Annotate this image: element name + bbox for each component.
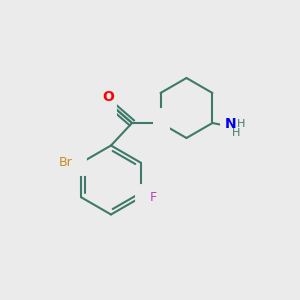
- Text: N: N: [155, 116, 166, 130]
- Text: N: N: [155, 116, 166, 130]
- Text: O: O: [102, 90, 114, 104]
- Text: Br: Br: [59, 156, 73, 169]
- Text: F: F: [150, 191, 157, 204]
- Text: H: H: [232, 128, 241, 138]
- Text: H: H: [237, 118, 246, 129]
- Text: N: N: [225, 117, 236, 130]
